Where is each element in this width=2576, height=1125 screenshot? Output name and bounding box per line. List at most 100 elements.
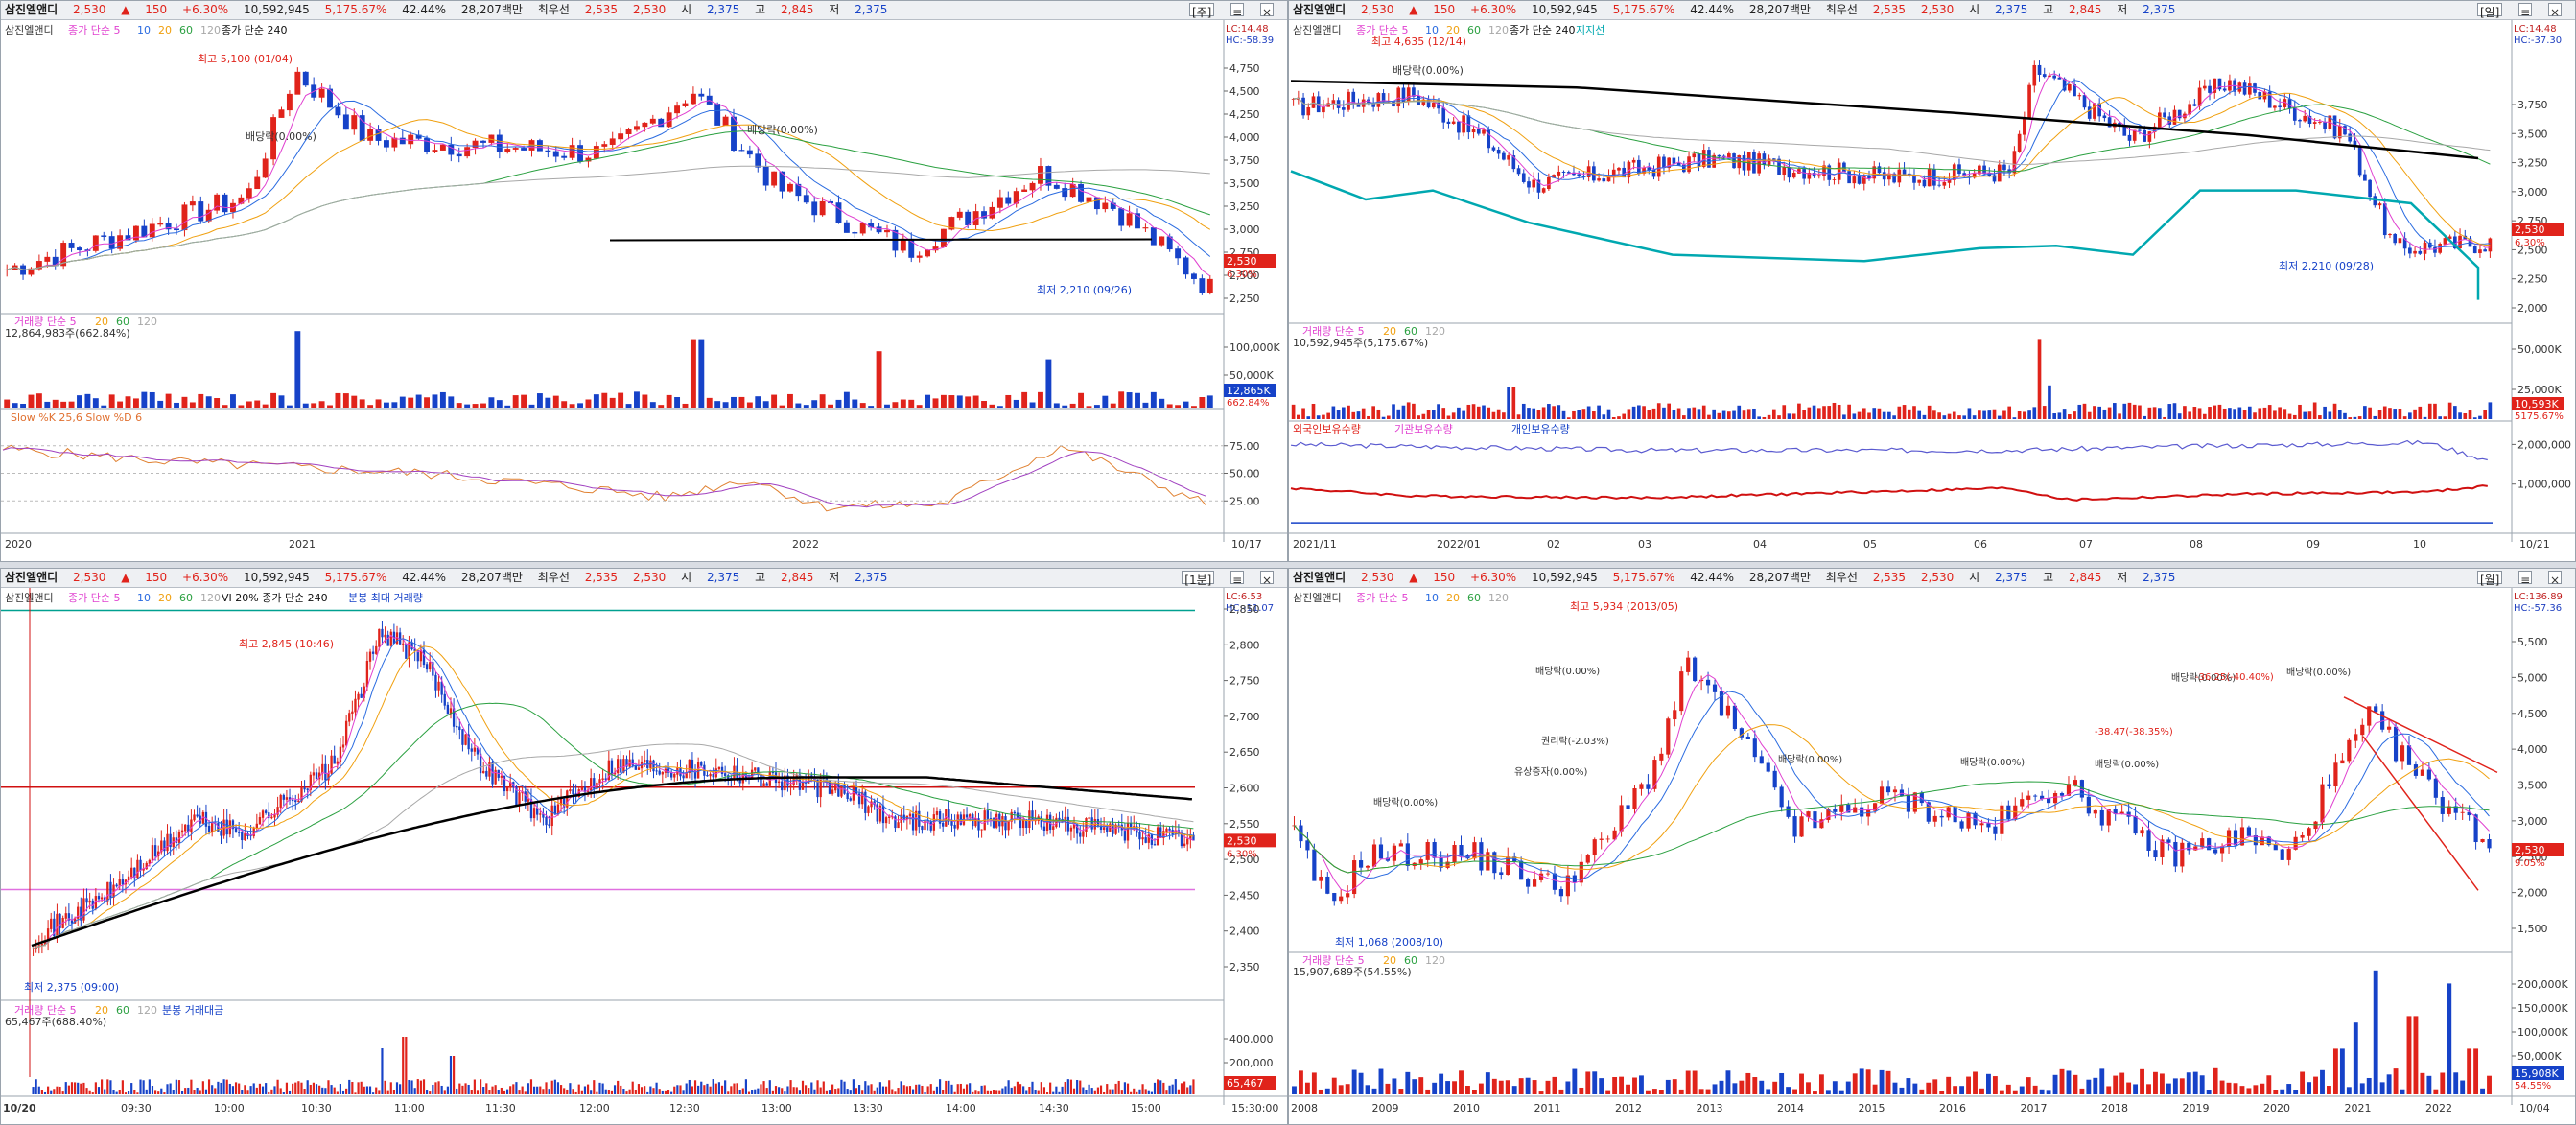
volume-bar: [905, 1086, 908, 1094]
volume-bar: [1953, 1086, 1958, 1094]
close-icon[interactable]: ×: [2548, 3, 2562, 19]
close-icon[interactable]: ×: [1260, 571, 1274, 587]
volume-bar: [1862, 408, 1866, 419]
volume-bar: [2233, 409, 2236, 419]
candle-body: [1997, 164, 2002, 182]
period-button[interactable]: [월]: [2476, 571, 2503, 587]
volume-bar: [59, 1086, 61, 1094]
candle-body: [688, 759, 691, 773]
candle-body: [344, 720, 348, 746]
volume-bar: [378, 1090, 381, 1094]
candle-body: [2017, 133, 2022, 152]
candle-body: [607, 760, 611, 781]
volume-bar: [2463, 413, 2468, 419]
candle-body: [2413, 250, 2417, 254]
menu-icon[interactable]: ≡: [2518, 571, 2533, 587]
stock-name[interactable]: 삼진엘앤디: [1293, 3, 1347, 16]
volume-bar: [2222, 408, 2227, 419]
candle-body: [2087, 106, 2092, 119]
period-button[interactable]: [주]: [1188, 3, 1215, 19]
volume-bar: [32, 1087, 35, 1094]
volume-bar: [609, 397, 616, 408]
change-rate: +6.30%: [1470, 3, 1517, 16]
hc-label: HC:-37.30: [2514, 35, 2562, 46]
candle-body: [1592, 839, 1597, 856]
close-icon[interactable]: ×: [2548, 571, 2562, 587]
menu-icon[interactable]: ≡: [1230, 571, 1245, 587]
stock-name[interactable]: 삼진엘앤디: [1293, 571, 1347, 584]
volume-bar: [2026, 1077, 2031, 1094]
menu-icon[interactable]: ≡: [1230, 3, 1245, 19]
volume-rate: 5,175.67%: [1612, 3, 1675, 16]
candle-body: [2027, 84, 2031, 118]
volume-bar: [1732, 410, 1736, 419]
stock-name[interactable]: 삼진엘앤디: [5, 571, 59, 584]
holder-legend: 외국인보유수량: [1293, 423, 1361, 435]
volume-bar: [82, 1082, 85, 1094]
volume-bar: [1291, 404, 1296, 419]
volume-bar: [1712, 1084, 1718, 1094]
volume-bar: [1612, 1077, 1618, 1094]
candle-body: [601, 144, 608, 147]
candle-body: [2033, 795, 2038, 797]
legend-ma: 종가 단순 5: [1356, 24, 1408, 36]
close-icon[interactable]: ×: [1260, 3, 1274, 19]
volume-bar: [1019, 1084, 1022, 1094]
candle-body: [416, 650, 419, 662]
candle-body: [1599, 838, 1604, 840]
volume-bar: [803, 405, 809, 408]
candle-body: [1431, 102, 1436, 108]
stock-name[interactable]: 삼진엘앤디: [5, 3, 59, 16]
volume-bar: [1191, 406, 1197, 408]
volume-bar: [610, 1090, 614, 1094]
x-end-label: 10/21: [2519, 538, 2550, 551]
volume-bar: [1189, 1085, 1192, 1094]
volume-bar: [424, 397, 430, 408]
candle-body: [1371, 103, 1375, 107]
volume-bar: [884, 1086, 888, 1094]
candle-body: [921, 826, 924, 831]
candle-body: [100, 897, 104, 900]
candle-body: [852, 232, 858, 234]
candle-body: [649, 118, 656, 124]
volume-bar: [2307, 411, 2312, 419]
volume-bar: [53, 1089, 56, 1094]
volume-bar: [762, 401, 769, 408]
volume-bar: [2253, 1085, 2259, 1094]
legend-ma-period: 10: [1425, 24, 1439, 36]
candle-body: [1581, 176, 1586, 177]
candle-body: [505, 786, 509, 792]
volume-bar: [2413, 409, 2417, 419]
volume-bar: [2057, 412, 2062, 419]
candle-body: [2032, 64, 2037, 86]
candle-body: [1917, 179, 1922, 183]
trend-line: [2343, 696, 2498, 774]
candle-body: [1627, 161, 1631, 178]
candle-body: [1541, 188, 1546, 193]
candle-body: [262, 158, 269, 178]
volume-bar: [292, 1083, 294, 1094]
volume-bar: [664, 1090, 667, 1094]
volume-bar: [324, 1088, 327, 1094]
candle-body: [868, 223, 875, 228]
y-tick-label: 2,500: [1229, 854, 1260, 866]
candle-body: [410, 642, 413, 650]
period-button[interactable]: [일]: [2476, 3, 2503, 19]
volume-bar: [625, 404, 632, 408]
menu-icon[interactable]: ≡: [2518, 3, 2533, 19]
x-tick-label: 10:30: [301, 1102, 332, 1114]
candle-body: [1502, 152, 1506, 160]
volume-bar: [142, 1080, 145, 1094]
panel-controls: [일] ≡ ×: [2476, 3, 2573, 19]
volume-bar: [2032, 1085, 2038, 1094]
period-button[interactable]: [1분]: [1182, 571, 1215, 587]
volume-bar: [234, 1082, 238, 1094]
volume-bar: [1745, 1072, 1751, 1094]
candle-body: [1069, 183, 1076, 198]
volume-bar: [754, 1089, 757, 1094]
candle-body: [288, 797, 292, 801]
